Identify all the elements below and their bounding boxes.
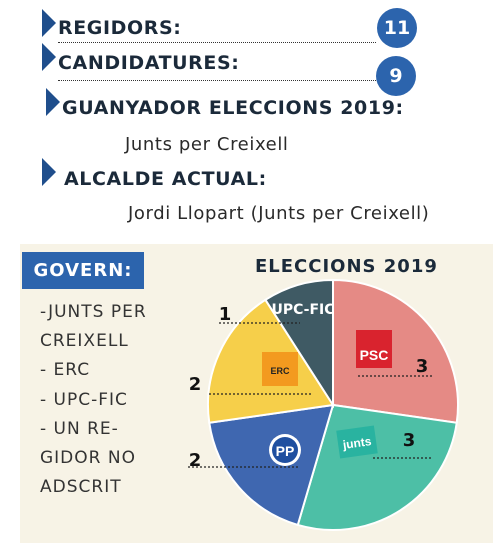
psc-logo-icon: PSC [356,330,392,368]
regidors-count-badge: 11 [377,8,417,48]
erc-logo-icon: ERC [262,352,298,386]
erc-logo-text: ERC [270,366,290,376]
pie-slice-pp [208,403,335,527]
slice-value-label: 2 [189,374,202,395]
bullet-triangle-icon [42,9,56,37]
bullet-triangle-icon [42,43,56,71]
govern-line: -JUNTS PER [40,302,147,322]
upc-fic-logo-text: UPC-FIC [271,302,334,318]
candidatures-label: CANDIDATURES: [58,52,240,74]
candidatures-count-badge: 9 [376,56,416,96]
govern-title: GOVERN: [22,252,144,289]
psc-logo-text: PSC [360,347,389,363]
junts-logo-icon: junts [336,425,378,459]
govern-line: ADSCRIT [40,477,122,497]
guanyador-label: GUANYADOR ELECCIONS 2019: [62,97,404,119]
govern-line: - UN RE- [40,419,119,439]
pp-logo-icon: PP [269,434,301,466]
alcalde-value: Jordi Llopart (Junts per Creixell) [128,203,430,224]
bullet-triangle-icon [42,158,56,186]
pp-logo-text: PP [276,443,295,459]
pie-slice-upc-fic [264,278,334,409]
chart-title: ELECCIONS 2019 [255,256,438,277]
govern-line: - ERC [40,360,91,380]
slice-value-label: 2 [189,450,202,471]
alcalde-label: ALCALDE ACTUAL: [64,168,267,190]
guanyador-value: Junts per Creixell [125,134,289,155]
dotted-leader [58,80,376,81]
junts-logo-text: junts [341,434,373,452]
regidors-label: REGIDORS: [58,17,182,39]
slice-value-label: 3 [403,430,416,451]
dotted-leader [58,42,376,43]
govern-line: - UPC-FIC [40,390,128,410]
govern-line: CREIXELL [40,331,129,351]
pie-slice-psc [332,278,459,424]
slice-value-label: 1 [219,304,232,325]
slice-value-label: 3 [416,356,429,377]
bullet-triangle-icon [46,88,60,116]
govern-line: GIDOR NO [40,448,136,468]
